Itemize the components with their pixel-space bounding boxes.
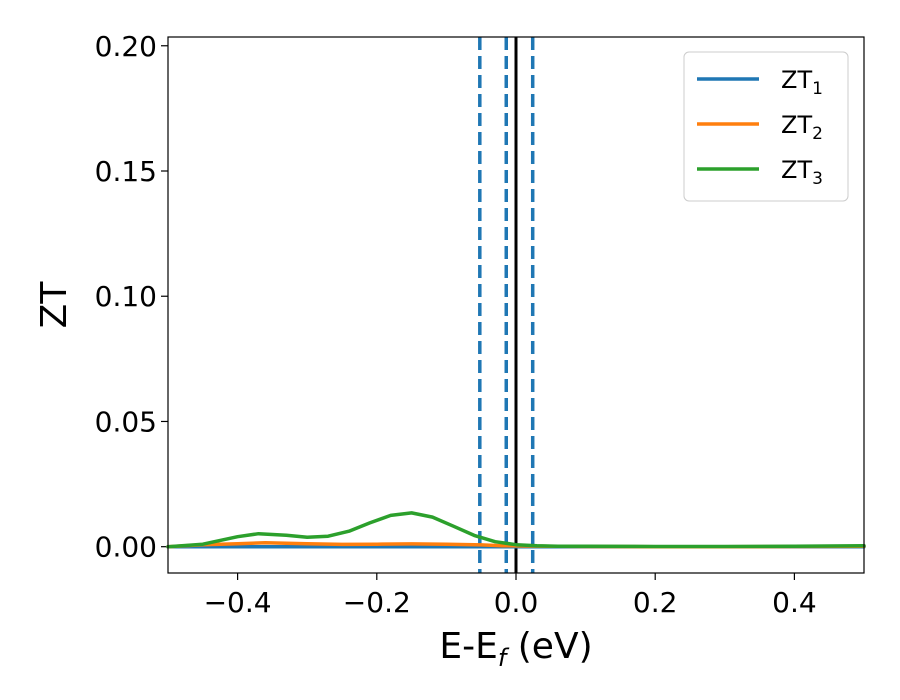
legend-label-3: ZT3 bbox=[781, 156, 823, 189]
vertical-reference-lines bbox=[478, 37, 535, 573]
x-tick-label: 0.4 bbox=[772, 586, 817, 619]
x-tick-label: −0.2 bbox=[343, 586, 411, 619]
y-axis-ticks: 0.00 0.05 0.10 0.15 0.20 bbox=[95, 30, 168, 564]
data-series bbox=[166, 511, 866, 549]
legend-label-subscript: 2 bbox=[812, 124, 823, 144]
x-tick-label: 0.0 bbox=[494, 586, 539, 619]
y-tick-label: 0.15 bbox=[95, 155, 157, 188]
x-tick-label: −0.4 bbox=[204, 586, 272, 619]
legend-label-main: ZT bbox=[781, 111, 812, 139]
x-axis-label-main: E-E bbox=[439, 626, 497, 667]
series-line-3 bbox=[166, 511, 866, 549]
plot-frame bbox=[167, 36, 865, 574]
legend-label-main: ZT bbox=[781, 66, 812, 94]
y-tick-label: 0.05 bbox=[95, 405, 157, 438]
x-axis-ticks: −0.4 −0.2 0.0 0.2 0.4 bbox=[204, 573, 817, 619]
y-tick-label: 0.00 bbox=[95, 531, 157, 564]
x-axis-label-unit: (eV) bbox=[506, 626, 592, 667]
y-tick-label: 0.10 bbox=[95, 280, 157, 313]
legend-label-main: ZT bbox=[781, 156, 812, 184]
x-axis-label: E-Ef (eV) bbox=[439, 626, 592, 672]
x-tick-label: 0.2 bbox=[633, 586, 678, 619]
y-tick-label: 0.20 bbox=[95, 30, 157, 63]
y-axis-label: ZT bbox=[34, 281, 75, 329]
legend-label-subscript: 3 bbox=[812, 169, 823, 189]
legend-label-2: ZT2 bbox=[781, 111, 823, 144]
legend-box bbox=[683, 51, 849, 202]
legend-label-subscript: 1 bbox=[812, 79, 823, 99]
legend-label-1: ZT1 bbox=[781, 66, 823, 99]
